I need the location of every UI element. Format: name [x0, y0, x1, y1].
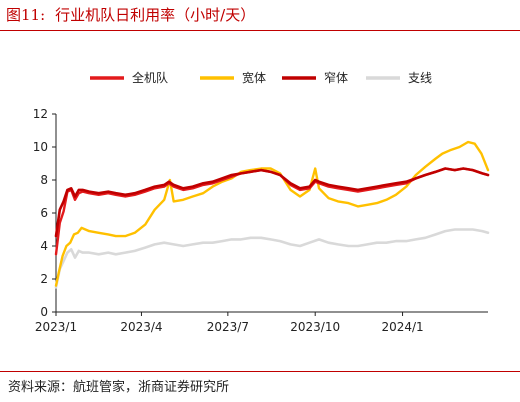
x-tick-label: 2023/1	[35, 320, 77, 334]
y-axis: 0 2 4 6 8 10 12	[33, 107, 57, 319]
legend-label-2: 窄体	[324, 70, 348, 85]
y-tick-label: 10	[33, 140, 48, 154]
x-axis: 2023/1 2023/4 2023/7 2023/10 2024/1	[35, 311, 488, 334]
chart-legend: 全机队 宽体 窄体 支线	[90, 70, 432, 85]
x-tick-label: 2023/10	[290, 320, 340, 334]
source-part-1: 航班管家	[73, 380, 126, 395]
y-tick-label: 12	[33, 107, 48, 121]
x-tick-label: 2023/7	[207, 320, 249, 334]
series-layer	[54, 140, 490, 289]
y-tick-label: 2	[40, 272, 48, 286]
series-line-1	[54, 140, 490, 287]
legend-label-0: 全机队	[132, 70, 168, 85]
y-tick-label: 0	[40, 305, 48, 319]
series-line-2	[54, 167, 490, 238]
x-tick-label: 2023/4	[120, 320, 162, 334]
series-line-0	[54, 167, 490, 256]
source-rule	[0, 371, 520, 372]
legend-label-1: 宽体	[242, 70, 266, 85]
source-part-2: 浙商证券研究所	[138, 380, 230, 395]
legend-label-3: 支线	[408, 71, 432, 85]
source-note: 资料来源：航班管家，浙商证券研究所	[8, 376, 229, 395]
figure-title: 图11: 行业机队日利用率（小时/天）	[6, 2, 255, 28]
y-tick-label: 8	[40, 173, 48, 187]
y-tick-label: 6	[40, 206, 48, 220]
series-line-3	[54, 228, 490, 289]
figure-title-text: 行业机队日利用率（小时/天）	[55, 6, 256, 24]
y-tick-label: 4	[40, 239, 48, 253]
source-prefix: 资料来源：	[8, 380, 74, 395]
figure-label: 图11:	[6, 6, 46, 24]
x-tick-label: 2024/1	[381, 320, 423, 334]
source-separator: ，	[125, 380, 139, 395]
title-rule	[0, 30, 520, 31]
